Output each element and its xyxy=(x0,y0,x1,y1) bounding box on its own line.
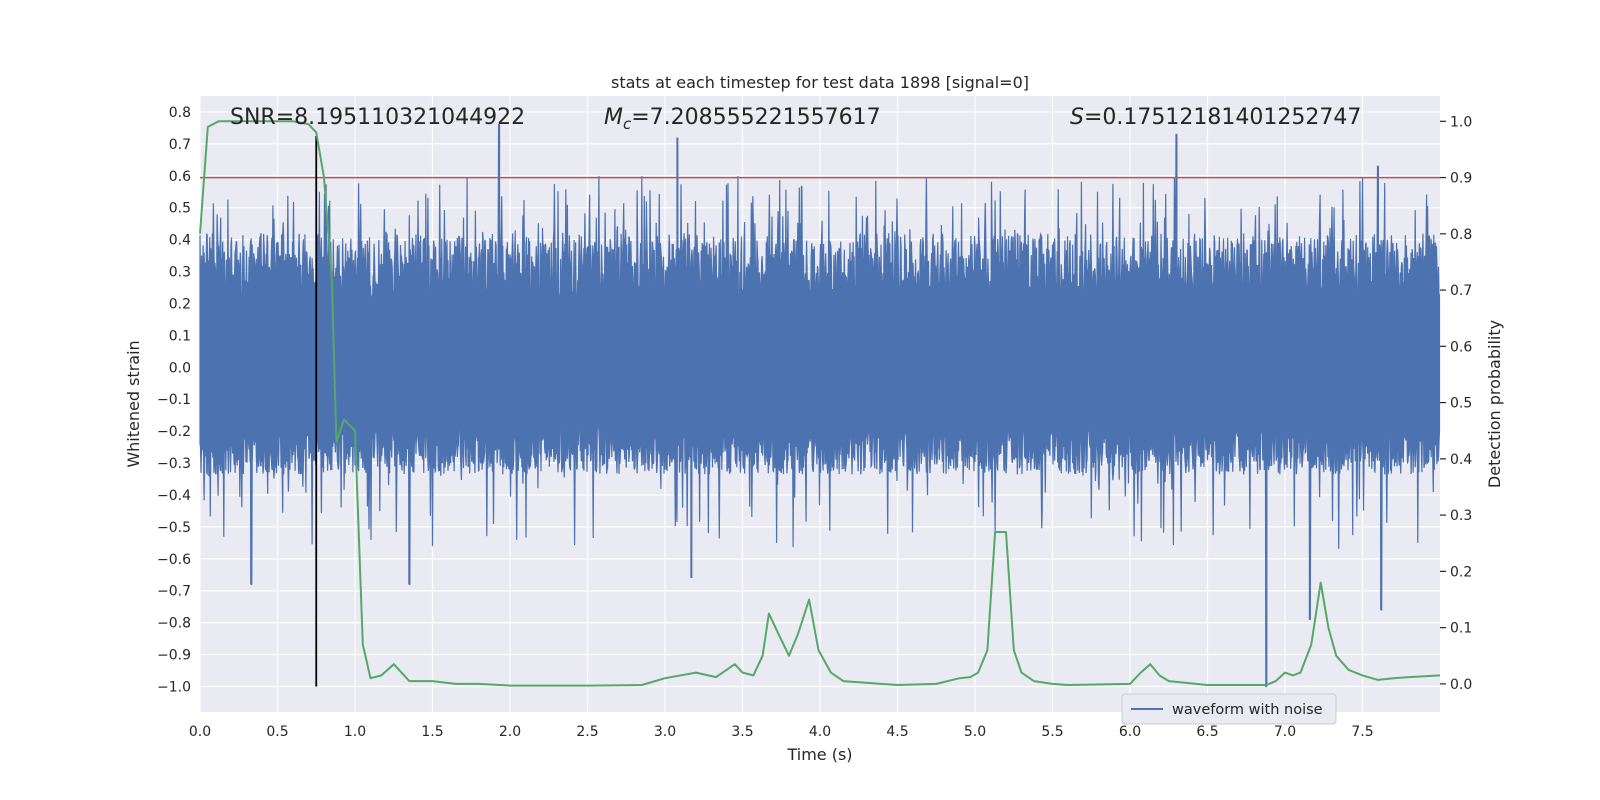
overlay-lines xyxy=(199,120,1441,687)
y-left-tick-label-18: −1.0 xyxy=(157,679,191,695)
y-left-tick-label-16: −0.8 xyxy=(157,616,191,632)
s-annotation: S=0.17512181401252747 xyxy=(1070,105,1361,130)
x-tick-label-5: 2.5 xyxy=(576,724,598,740)
x-tick-label-4: 2.0 xyxy=(499,724,521,740)
y-left-tick-label-11: −0.3 xyxy=(157,456,191,472)
y-right-tick-label-1: 0.9 xyxy=(1450,171,1472,187)
x-tick-label-1: 0.5 xyxy=(266,724,288,740)
y-left-tick-label-1: 0.7 xyxy=(169,137,191,153)
legend-box xyxy=(1121,693,1337,725)
chart-title: stats at each timestep for test data 189… xyxy=(611,73,1029,92)
y-right-tick-label-8: 0.2 xyxy=(1450,564,1472,580)
chirp-mass-annotation: Mc=7.208555221557617 xyxy=(604,105,881,133)
y-left-axis-label: Whitened strain xyxy=(124,340,143,467)
y-right-tick-label-7: 0.3 xyxy=(1450,508,1472,524)
x-tick-label-13: 6.5 xyxy=(1196,724,1218,740)
x-tick-label-15: 7.5 xyxy=(1351,724,1373,740)
y-left-tick-label-10: −0.2 xyxy=(157,424,191,440)
x-tick-label-2: 1.0 xyxy=(344,724,366,740)
x-tick-label-6: 3.0 xyxy=(654,724,676,740)
y-left-tick-label-5: 0.3 xyxy=(169,265,191,281)
y-left-tick-label-2: 0.6 xyxy=(169,169,191,185)
x-axis-label: Time (s) xyxy=(786,745,852,764)
y-left-tick-label-13: −0.5 xyxy=(157,520,191,536)
x-tick-label-12: 6.0 xyxy=(1119,724,1141,740)
probability-line xyxy=(199,120,1441,687)
chirp-mass-value: =7.208555221557617 xyxy=(631,105,880,130)
y-right-tick-label-10: 0.0 xyxy=(1450,677,1472,693)
chirp-mass-symbol: M xyxy=(604,105,623,130)
y-left-tick-label-12: −0.4 xyxy=(157,488,191,504)
s-symbol: S xyxy=(1070,105,1084,130)
x-tick-label-11: 5.5 xyxy=(1041,724,1063,740)
y-right-axis-label: Detection probability xyxy=(1485,320,1504,488)
y-left-axis-ticks: 0.8 0.7 0.6 0.5 0.4 0.3 0.2 0.1 0.0 −0.1 −0.2 −0.3 −… xyxy=(157,105,191,696)
y-left-tick-label-6: 0.2 xyxy=(169,296,191,312)
x-tick-label-8: 4.0 xyxy=(809,724,831,740)
x-tick-label-14: 7.0 xyxy=(1274,724,1296,740)
x-tick-label-10: 5.0 xyxy=(964,724,986,740)
x-tick-label-7: 3.5 xyxy=(731,724,753,740)
y-left-tick-label-8: 0.0 xyxy=(169,360,191,376)
y-right-tick-label-0: 1.0 xyxy=(1450,114,1472,130)
legend-label-waveform: waveform with noise xyxy=(1172,702,1323,718)
y-right-tick-label-4: 0.6 xyxy=(1450,339,1472,355)
y-left-tick-label-0: 0.8 xyxy=(169,105,191,121)
y-right-tick-label-5: 0.5 xyxy=(1450,396,1472,412)
y-left-tick-label-9: −0.1 xyxy=(157,392,191,408)
y-left-tick-label-17: −0.9 xyxy=(157,648,191,664)
y-left-tick-label-7: 0.1 xyxy=(169,328,191,344)
chirp-mass-subscript: c xyxy=(623,115,632,133)
waveform-path xyxy=(199,124,1441,688)
y-right-tick-label-6: 0.4 xyxy=(1450,452,1472,468)
y-left-tick-label-4: 0.4 xyxy=(169,233,191,249)
x-tick-label-9: 4.5 xyxy=(886,724,908,740)
y-left-tick-label-15: −0.7 xyxy=(157,584,191,600)
x-tick-label-3: 1.5 xyxy=(421,724,443,740)
s-value: =0.17512181401252747 xyxy=(1084,105,1361,130)
waveform-series xyxy=(199,124,1441,688)
y-right-tick-label-2: 0.8 xyxy=(1450,227,1472,243)
x-axis-ticks: 0.0 0.5 1.0 1.5 2.0 2.5 3.0 3.5 4.0 4.5 5.0 5.5 6.0 6… xyxy=(189,724,1374,740)
snr-annotation: SNR=8.195110321044922 xyxy=(230,105,525,130)
y-right-tick-label-9: 0.1 xyxy=(1450,621,1472,637)
y-left-tick-label-3: 0.5 xyxy=(169,201,191,217)
legend: waveform with noise xyxy=(1121,693,1337,725)
x-tick-label-0: 0.0 xyxy=(189,724,211,740)
y-right-axis-ticks: 1.0 0.9 0.8 0.7 0.6 0.5 0.4 0.3 0.2 0.1 0.0 xyxy=(1440,114,1472,693)
y-right-tick-label-3: 0.7 xyxy=(1450,283,1472,299)
y-left-tick-label-14: −0.6 xyxy=(157,552,191,568)
